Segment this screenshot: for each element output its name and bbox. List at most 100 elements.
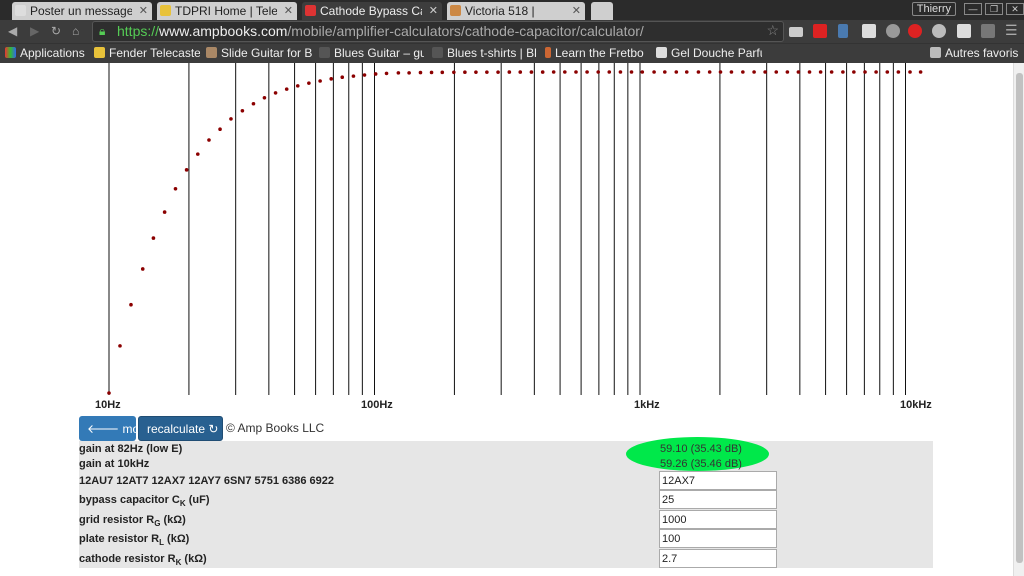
grid-resistor-input[interactable] (659, 510, 777, 529)
restore-button[interactable]: ❐ (985, 3, 1003, 15)
minimize-button[interactable]: — (964, 3, 982, 15)
adblock-icon[interactable] (908, 24, 922, 38)
arrow-left-icon: 🡐 (87, 422, 123, 436)
gain-82hz-value: 59.10 (35.43 dB) (660, 443, 742, 455)
bookmark-label: Fender Telecaster (109, 46, 200, 60)
forward-icon[interactable]: ▶ (30, 24, 40, 38)
data-point (118, 344, 122, 348)
bookmark-blues-tshirts[interactable]: Blues t-shirts | Bl (432, 46, 538, 60)
data-point (407, 71, 411, 75)
lock-icon: 🔒︎ (99, 24, 106, 38)
folder-icon (930, 47, 941, 58)
mail-icon[interactable] (789, 27, 803, 37)
bookmark-label: Blues Guitar – gui (334, 46, 424, 60)
bookmark-fender[interactable]: Fender Telecaster (94, 46, 200, 60)
data-point (574, 70, 578, 74)
bookmark-label: Blues t-shirts | Bl (447, 46, 537, 60)
incognito-icon[interactable] (862, 24, 876, 38)
close-tab-icon[interactable]: ✕ (571, 5, 581, 17)
reload-icon[interactable]: ↻ (51, 24, 62, 38)
bookmark-label: Gel Douche Parfu (671, 46, 762, 60)
data-point (518, 70, 523, 74)
cathode-resistor-input[interactable] (659, 549, 777, 568)
url-path: /mobile/amplifier-calculators/cathode-ca… (287, 23, 644, 39)
bookmark-fretboard[interactable]: Learn the Fretbo (545, 46, 648, 60)
bookmark-label: Applications (20, 46, 85, 60)
bookmark-label: Learn the Fretbo (555, 46, 644, 60)
data-point (785, 70, 790, 74)
data-point (718, 70, 723, 74)
favicon-icon (305, 5, 316, 16)
data-point (752, 70, 756, 74)
data-point (551, 70, 556, 74)
data-point (529, 70, 534, 74)
favicon-icon (15, 5, 26, 16)
new-tab-button[interactable] (591, 2, 613, 20)
globe-icon[interactable] (932, 24, 946, 38)
bypass-capacitor-input[interactable] (659, 490, 777, 509)
data-point (284, 87, 289, 91)
data-point (474, 70, 478, 74)
data-point (362, 73, 367, 77)
home-icon[interactable]: ⌂ (72, 24, 80, 38)
tab-tdpri[interactable]: TDPRI Home | Telecas ✕ (157, 2, 297, 20)
data-point (585, 70, 589, 74)
tab-victoria[interactable]: Victoria 518 | ✕ (447, 2, 585, 20)
data-point (373, 72, 378, 76)
refresh-icon: ↻ (208, 422, 219, 436)
bookmark-applications[interactable]: Applications (5, 46, 90, 60)
address-bar[interactable]: 🔒︎ https://www.ampbooks.com/mobile/ampli… (92, 21, 784, 42)
data-point (618, 70, 623, 74)
favicon-icon (94, 47, 105, 58)
bookmark-gel-douche[interactable]: Gel Douche Parfu (656, 46, 762, 60)
data-point (485, 70, 489, 74)
data-point (896, 70, 901, 74)
data-point (807, 70, 812, 74)
profile-button[interactable]: Thierry (911, 2, 956, 16)
data-point (640, 70, 645, 74)
cathode-resistor-label: cathode resistor RK (kΩ) (79, 553, 207, 568)
back-icon[interactable]: ◀ (8, 24, 18, 38)
bookmark-star-icon[interactable]: ☆ (766, 22, 779, 38)
tab-cathode-bypass[interactable]: Cathode Bypass Cap ✕ (302, 2, 442, 20)
data-point (841, 70, 845, 74)
other-bookmarks[interactable]: Autres favoris (930, 46, 1018, 60)
bookmark-manager-icon[interactable] (957, 24, 971, 38)
data-point (440, 70, 445, 75)
url-host: www.ampbooks.com (159, 23, 288, 39)
scrollbar-thumb[interactable] (1016, 73, 1023, 563)
data-point (351, 74, 356, 78)
data-point (663, 70, 667, 74)
bookmark-slide-guitar[interactable]: Slide Guitar for B (206, 46, 312, 60)
close-tab-icon[interactable]: ✕ (283, 5, 293, 17)
menu-icon[interactable]: ☰ (1005, 22, 1018, 38)
url-text: https://www.ampbooks.com/mobile/amplifie… (117, 23, 759, 39)
data-point (173, 186, 178, 191)
favicon-icon (450, 5, 461, 16)
more-button[interactable]: 🡐 more (79, 416, 150, 441)
page-content: 10Hz 100Hz 1kHz 10kHz (0, 63, 1013, 576)
data-point (463, 70, 467, 75)
tube-input[interactable] (659, 471, 777, 490)
lastpass-icon[interactable] (813, 24, 827, 38)
recalculate-button[interactable]: recalculate ↻ (138, 416, 223, 441)
puzzle-icon[interactable] (981, 24, 995, 38)
close-tab-icon[interactable]: ✕ (138, 5, 148, 17)
tab-poster[interactable]: Poster un message s ✕ (12, 2, 152, 20)
data-point (151, 236, 156, 240)
close-window-button[interactable]: ✕ (1006, 3, 1024, 15)
data-point (596, 70, 601, 74)
favicon-icon (160, 5, 171, 16)
data-point (307, 81, 311, 85)
bookmark-blues-guitar[interactable]: Blues Guitar – gui (319, 46, 424, 60)
data-point (563, 70, 567, 74)
recalculate-label: recalculate (147, 422, 206, 436)
equalizer-icon[interactable] (838, 24, 848, 38)
scrollbar[interactable] (1013, 63, 1024, 576)
data-point (140, 267, 145, 271)
extension-icon[interactable] (886, 24, 900, 38)
tube-types-label: 12AU7 12AT7 12AX7 12AY7 6SN7 5751 6386 6… (79, 475, 335, 487)
close-tab-icon[interactable]: ✕ (428, 5, 438, 17)
results-highlight (626, 437, 769, 471)
plate-resistor-input[interactable] (659, 529, 777, 548)
